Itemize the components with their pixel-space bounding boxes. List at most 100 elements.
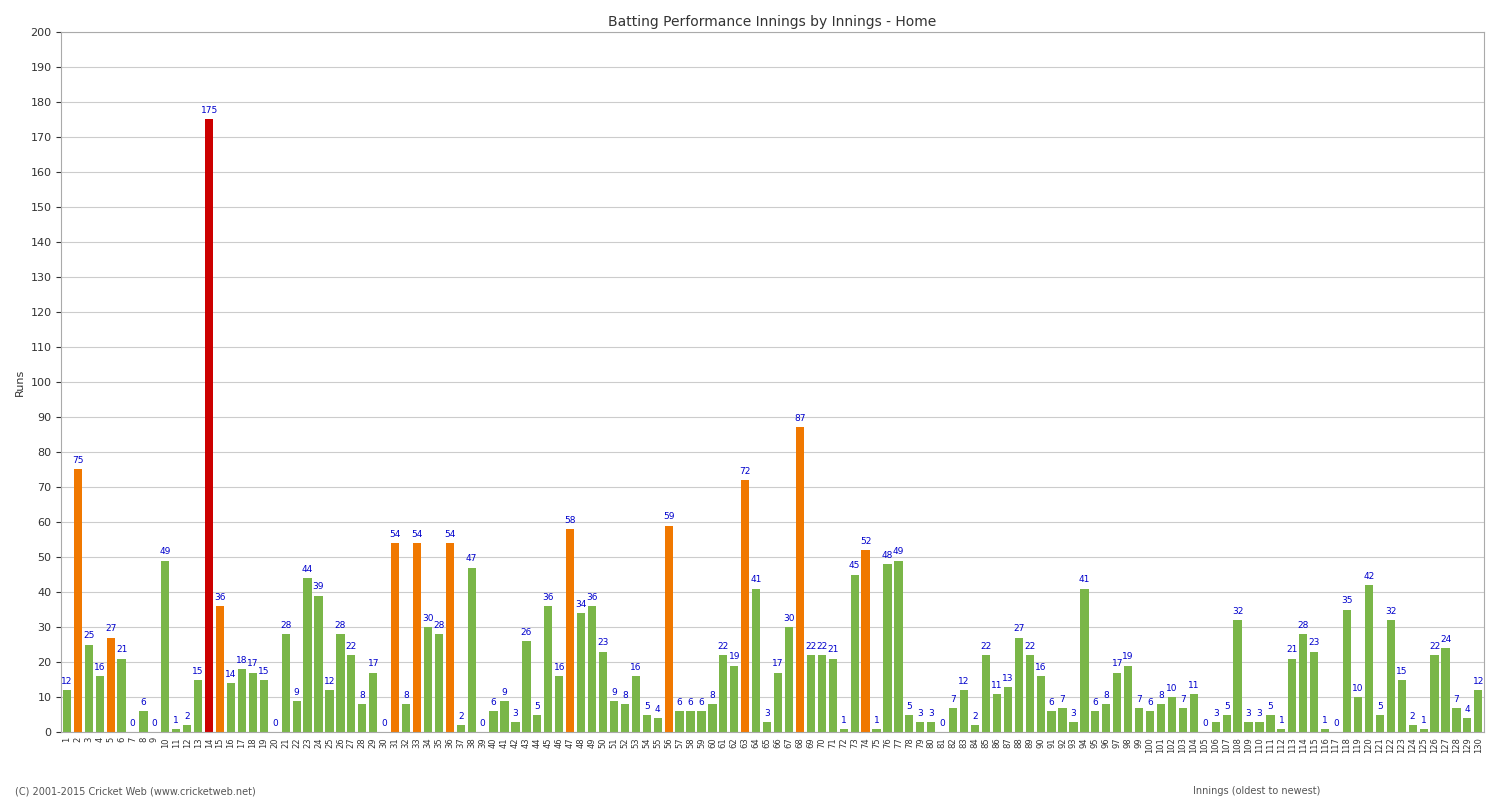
Bar <box>1419 729 1428 732</box>
Text: 16: 16 <box>554 663 566 672</box>
Bar <box>1047 711 1056 732</box>
Bar <box>566 529 574 732</box>
Text: 2: 2 <box>1410 712 1416 721</box>
Bar <box>1256 722 1263 732</box>
Text: 8: 8 <box>1104 691 1108 700</box>
Bar <box>74 470 82 732</box>
Bar <box>950 708 957 732</box>
Bar <box>392 543 399 732</box>
Text: 0: 0 <box>1202 719 1208 728</box>
Text: 3: 3 <box>764 709 770 718</box>
Bar <box>435 634 442 732</box>
Text: (C) 2001-2015 Cricket Web (www.cricketweb.net): (C) 2001-2015 Cricket Web (www.cricketwe… <box>15 786 255 796</box>
Text: 0: 0 <box>939 719 945 728</box>
Bar <box>1442 648 1449 732</box>
Text: 5: 5 <box>644 702 650 710</box>
Text: 36: 36 <box>214 593 226 602</box>
Bar <box>369 673 378 732</box>
Text: 54: 54 <box>444 530 456 539</box>
Text: 48: 48 <box>882 551 892 560</box>
Text: 23: 23 <box>1308 638 1320 647</box>
Bar <box>1408 726 1418 732</box>
Text: 7: 7 <box>1180 694 1186 703</box>
Bar <box>194 680 202 732</box>
Text: 3: 3 <box>918 709 922 718</box>
Text: 87: 87 <box>794 414 806 423</box>
Bar <box>1452 708 1461 732</box>
Text: 47: 47 <box>466 554 477 563</box>
Text: 19: 19 <box>729 653 740 662</box>
Bar <box>172 729 180 732</box>
Bar <box>1070 722 1077 732</box>
Text: 36: 36 <box>543 593 554 602</box>
Text: 36: 36 <box>586 593 598 602</box>
Bar <box>1322 729 1329 732</box>
Bar <box>1233 620 1242 732</box>
Text: 6: 6 <box>1148 698 1154 707</box>
Bar <box>654 718 662 732</box>
Bar <box>160 561 170 732</box>
Text: 14: 14 <box>225 670 237 679</box>
Bar <box>292 701 300 732</box>
Text: 22: 22 <box>816 642 828 651</box>
Text: 49: 49 <box>892 547 904 556</box>
Text: 32: 32 <box>1384 607 1396 616</box>
Text: 22: 22 <box>717 642 729 651</box>
Text: 72: 72 <box>740 467 752 476</box>
Text: 6: 6 <box>687 698 693 707</box>
Bar <box>598 652 608 732</box>
Bar <box>1376 714 1384 732</box>
Bar <box>1102 704 1110 732</box>
Text: 44: 44 <box>302 565 313 574</box>
Bar <box>774 673 782 732</box>
Bar <box>183 726 192 732</box>
Text: 1: 1 <box>873 715 879 725</box>
Bar <box>140 711 147 732</box>
Bar <box>796 427 804 732</box>
Text: 1: 1 <box>1323 715 1328 725</box>
Bar <box>588 606 596 732</box>
Text: 15: 15 <box>258 666 270 675</box>
Bar <box>927 722 936 732</box>
Bar <box>1299 634 1308 732</box>
Bar <box>752 589 760 732</box>
Bar <box>1354 698 1362 732</box>
Bar <box>63 690 70 732</box>
Text: Innings (oldest to newest): Innings (oldest to newest) <box>1192 786 1320 796</box>
Bar <box>894 561 903 732</box>
Text: 16: 16 <box>94 663 105 672</box>
Text: 7: 7 <box>1454 694 1460 703</box>
Text: 175: 175 <box>201 106 217 115</box>
Y-axis label: Runs: Runs <box>15 368 26 395</box>
Text: 12: 12 <box>324 677 334 686</box>
Text: 11: 11 <box>1188 681 1200 690</box>
Bar <box>664 526 674 732</box>
Bar <box>249 673 256 732</box>
Bar <box>784 627 794 732</box>
Bar <box>1464 718 1472 732</box>
Text: 1: 1 <box>174 715 178 725</box>
Text: 15: 15 <box>1396 666 1407 675</box>
Bar <box>1092 711 1100 732</box>
Text: 12: 12 <box>62 677 72 686</box>
Text: 5: 5 <box>1377 702 1383 710</box>
Bar <box>1212 722 1219 732</box>
Text: 0: 0 <box>129 719 135 728</box>
Bar <box>1168 698 1176 732</box>
Text: 21: 21 <box>1287 646 1298 654</box>
Text: 41: 41 <box>750 575 762 585</box>
Bar <box>1222 714 1232 732</box>
Bar <box>1431 655 1438 732</box>
Text: 45: 45 <box>849 562 861 570</box>
Bar <box>993 694 1000 732</box>
Bar <box>315 596 322 732</box>
Bar <box>1278 729 1286 732</box>
Text: 27: 27 <box>105 625 117 634</box>
Bar <box>358 704 366 732</box>
Text: 28: 28 <box>334 621 346 630</box>
Bar <box>1156 704 1166 732</box>
Bar <box>413 543 422 732</box>
Bar <box>1386 620 1395 732</box>
Text: 9: 9 <box>294 687 300 697</box>
Text: 16: 16 <box>630 663 642 672</box>
